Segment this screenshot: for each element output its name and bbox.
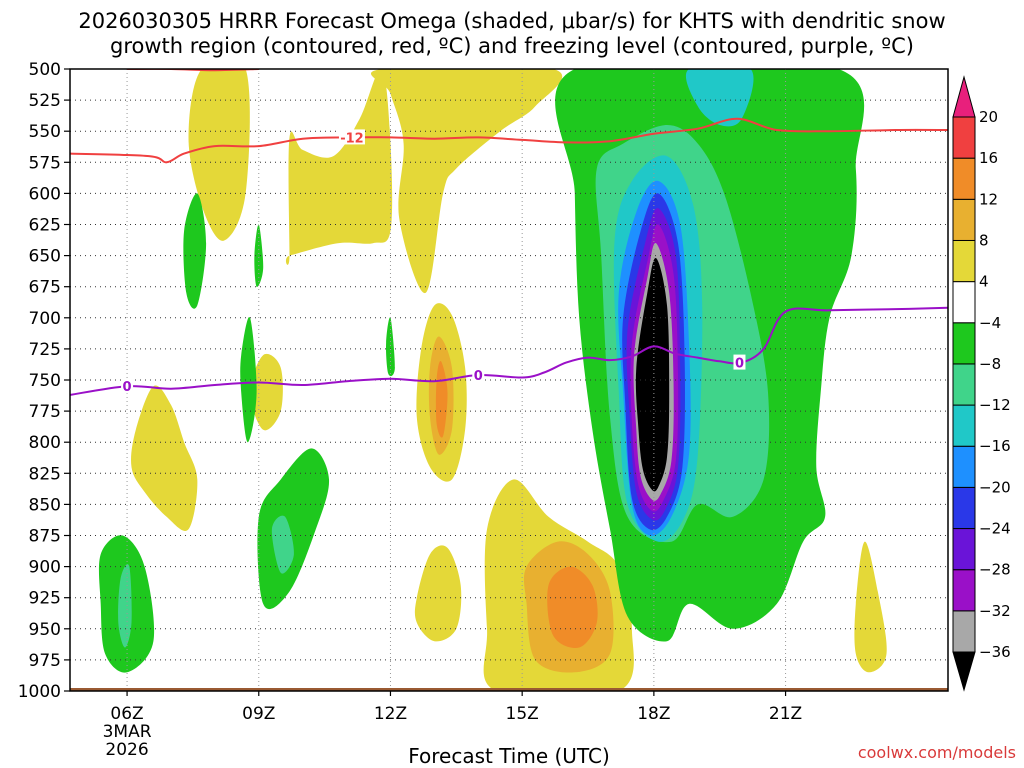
colorbar-tick-label-2: 12: [979, 190, 998, 208]
colorbar-tick-label-7: −12: [979, 396, 1011, 414]
omega-region-14: [118, 564, 132, 648]
colorbar-over-triangle: [952, 75, 976, 118]
y-tick-label-675: 675: [29, 278, 61, 298]
freezing-level-label-0: 0: [123, 380, 132, 395]
omega-region-1: [285, 69, 393, 265]
omega-region-3: [131, 385, 198, 531]
omega-region-11: [547, 566, 598, 648]
x-tick-label-12Z: 12Z: [374, 704, 407, 724]
omega-region-4: [250, 353, 283, 431]
colorbar-box-5: [952, 445, 976, 488]
colorbar-tick-label-3: 8: [979, 231, 989, 249]
y-tick-label-875: 875: [29, 527, 61, 547]
y-tick-label-850: 850: [29, 495, 61, 515]
freezing-level-label-1: 0: [474, 369, 483, 384]
x-tick-label-09Z: 09Z: [242, 704, 275, 724]
omega-region-12: [854, 541, 887, 673]
y-tick-label-950: 950: [29, 620, 61, 640]
omega-region-30: [635, 257, 670, 492]
x-tick-label-18Z: 18Z: [637, 704, 670, 724]
colorbar-box-3: [952, 528, 976, 571]
freezing-label-bg-1: [472, 367, 485, 383]
y-tick-label-750: 750: [29, 371, 61, 391]
omega-region-0: [188, 69, 250, 241]
omega-region-23: [685, 69, 754, 127]
colorbar-box-7: [952, 363, 976, 406]
omega-region-20: [386, 317, 395, 377]
ground-strip: [70, 688, 948, 691]
chart-title-line-1: 2026030305 HRRR Forecast Omega (shaded, …: [78, 9, 945, 33]
x-axis-label: Forecast Time (UTC): [408, 744, 610, 768]
x-tick-label-21Z: 21Z: [769, 704, 802, 724]
colorbar-tick-label-13: −36: [979, 643, 1011, 661]
colorbar-tick-label-12: −32: [979, 602, 1011, 620]
x-date-line-2: 2026: [105, 740, 148, 760]
y-tick-label-525: 525: [29, 91, 61, 111]
colorbar-box-9: [952, 281, 976, 324]
colorbar-box-1: [952, 610, 976, 653]
axes: 500 525 550 575 600 625 650 675 700 725 750 775 800 8…: [18, 60, 949, 760]
colorbar-tick-label-8: −16: [979, 437, 1011, 455]
credit-text: coolwx.com/models: [858, 743, 1016, 762]
omega-region-16: [240, 316, 257, 443]
omega-region-8: [414, 545, 462, 642]
dgz-label-bg-0: [338, 129, 365, 145]
y-tick-label-1000: 1000: [18, 682, 61, 702]
colorbar-under-triangle: [952, 651, 976, 692]
y-tick-label-800: 800: [29, 433, 61, 453]
y-tick-label-575: 575: [29, 153, 61, 173]
colorbar-box-13: [952, 116, 976, 159]
x-tick-label-15Z: 15Z: [506, 704, 539, 724]
colorbar-tick-label-5: −4: [979, 314, 1001, 332]
plot-content: -12 0 0 0: [70, 69, 948, 691]
y-tick-label-550: 550: [29, 122, 61, 142]
freezing-label-bg-2: [733, 354, 746, 370]
freezing-level-label-2: 0: [735, 357, 744, 372]
omega-region-19: [271, 515, 294, 574]
colorbar-tick-label-9: −20: [979, 478, 1011, 496]
y-tick-label-725: 725: [29, 340, 61, 360]
plot-area: -12 0 0 0: [70, 69, 948, 691]
omega-region-18: [257, 448, 330, 610]
colorbar-tick-label-10: −24: [979, 520, 1011, 538]
omega-region-15: [183, 193, 207, 309]
freezing-level-contour: [70, 306, 948, 396]
chart-title-line-2: growth region (contoured, red, ºC) and f…: [110, 34, 914, 58]
y-tick-label-825: 825: [29, 464, 61, 484]
y-tick-label-650: 650: [29, 247, 61, 267]
colorbar-tick-label-0: 20: [979, 108, 998, 126]
y-tick-label-500: 500: [29, 60, 61, 80]
y-tick-label-775: 775: [29, 402, 61, 422]
colorbar-box-4: [952, 486, 976, 530]
colorbar-box-11: [952, 198, 976, 241]
y-tick-label-600: 600: [29, 184, 61, 204]
x-date-line-1: 3MAR: [103, 722, 152, 742]
colorbar-box-12: [952, 157, 976, 200]
colorbar-tick-label-11: −28: [979, 561, 1011, 579]
dgz-contour-0: [70, 117, 948, 164]
colorbar: 20 16 12 8 4 −4 −8 −12 −16 −20 −24 −28 −32 −36: [952, 75, 1011, 692]
dgz-contour-label-0: -12: [340, 131, 364, 146]
omega-region-2: [371, 69, 563, 293]
y-tick-label-625: 625: [29, 216, 61, 236]
omega-region-17: [254, 224, 264, 287]
y-tick-label-975: 975: [29, 651, 61, 671]
colorbar-box-8: [952, 322, 976, 365]
x-tick-label-06Z: 06Z: [110, 704, 143, 724]
colorbar-tick-label-1: 16: [979, 149, 998, 167]
colorbar-tick-label-4: 4: [979, 273, 989, 291]
y-tick-label-925: 925: [29, 589, 61, 609]
colorbar-box-10: [952, 239, 976, 283]
colorbar-box-2: [952, 569, 976, 612]
freezing-label-bg-0: [121, 378, 134, 394]
colorbar-box-6: [952, 404, 976, 447]
colorbar-tick-label-6: −8: [979, 355, 1001, 373]
y-tick-label-700: 700: [29, 309, 61, 329]
y-tick-label-900: 900: [29, 558, 61, 578]
